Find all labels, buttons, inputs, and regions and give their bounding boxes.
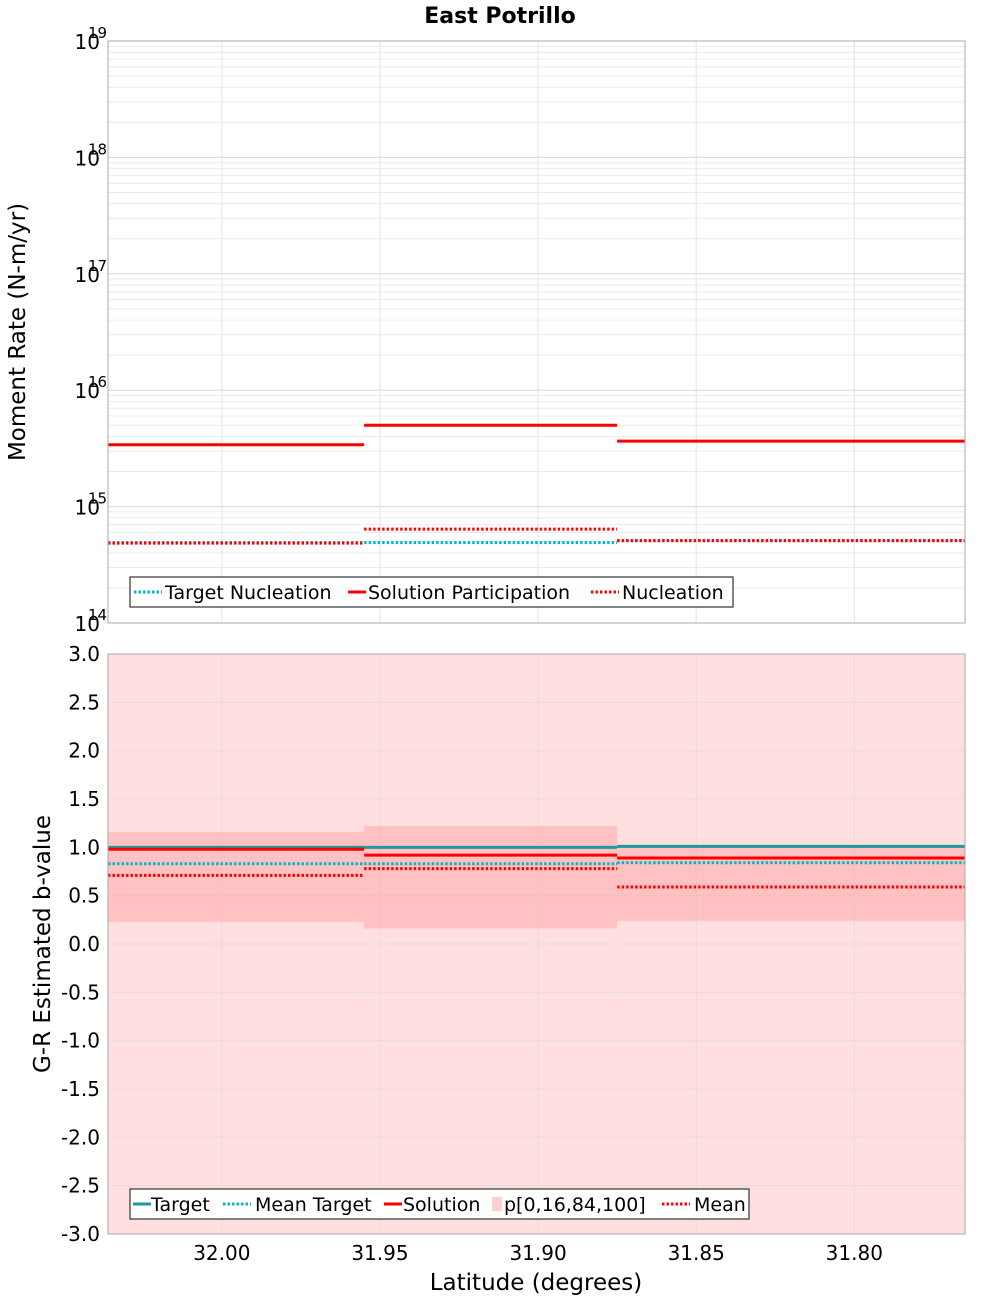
- bottom-ytick-label: -0.5: [61, 980, 100, 1004]
- x-axis-label: Latitude (degrees): [430, 1270, 643, 1296]
- chart-title: East Potrillo: [424, 4, 576, 29]
- bottom-ytick-label: -1.0: [61, 1029, 100, 1053]
- bottom-ytick-label: 0.0: [68, 932, 100, 956]
- bottom-xtick-label: 31.80: [826, 1241, 883, 1265]
- top-ytick-base: 10: [75, 146, 100, 170]
- top-legend-box: [129, 576, 734, 608]
- bottom-ytick-label: -3.0: [61, 1222, 100, 1246]
- top-ytick-base: 10: [75, 612, 100, 636]
- top-legend-label: Nucleation: [622, 582, 724, 604]
- top-ytick-base: 10: [75, 263, 100, 287]
- top-ytick-base: 10: [75, 30, 100, 54]
- bottom-series-solution: [108, 847, 965, 860]
- bottom-ytick-label: 0.5: [68, 884, 100, 908]
- bottom-series-mean-target: [108, 861, 965, 866]
- bottom-series-target: [108, 844, 965, 849]
- bottom-series-mean: [108, 867, 965, 889]
- bottom-legend-label: Mean Target: [255, 1194, 372, 1216]
- bottom-inner-band: [364, 826, 618, 929]
- bottom-y-axis-label: G-R Estimated b-value: [30, 815, 56, 1073]
- bottom-xtick-label: 31.90: [509, 1241, 566, 1265]
- bottom-ytick-label: 2.0: [68, 739, 100, 763]
- bottom-ytick-label: 1.5: [68, 787, 100, 811]
- bottom-xtick-label: 31.95: [351, 1241, 408, 1265]
- bottom-ytick-label: -1.5: [61, 1077, 100, 1101]
- top-ytick-base: 10: [75, 496, 100, 520]
- bottom-xtick-label: 32.00: [193, 1241, 250, 1265]
- bottom-legend-label: Mean: [694, 1194, 746, 1216]
- bottom-legend: Target Mean Target Solution p[0,16,84,100] M…: [129, 1188, 750, 1220]
- bottom-legend-label: Solution: [403, 1194, 480, 1216]
- top-legend-label: Solution Participation: [368, 582, 570, 604]
- top-ytick-exponent: 15: [88, 490, 107, 508]
- top-legend-label: Target Nucleation: [164, 582, 332, 604]
- bottom-legend-label: Target: [150, 1194, 210, 1216]
- bottom-legend-band-swatch: [492, 1197, 502, 1211]
- bottom-legend-label: p[0,16,84,100]: [504, 1194, 646, 1216]
- top-series-solution-participation: [108, 423, 965, 447]
- top-series-nucleation: [108, 527, 965, 545]
- top-ytick-exponent: 17: [88, 257, 107, 275]
- bottom-xtick-label: 31.85: [668, 1241, 725, 1265]
- top-ytick-exponent: 14: [88, 606, 107, 624]
- top-ytick-base: 10: [75, 379, 100, 403]
- top-ytick-exponent: 16: [88, 373, 107, 391]
- bottom-ytick-label: -2.5: [61, 1174, 100, 1198]
- bottom-ytick-label: 2.5: [68, 690, 100, 714]
- bottom-plot-frame: [107, 653, 966, 1235]
- top-ytick-exponent: 18: [88, 140, 107, 158]
- bottom-ytick-label: -2.0: [61, 1125, 100, 1149]
- top-plot-frame: [107, 40, 966, 624]
- top-legend: Target Nucleation Solution Participation N…: [129, 576, 734, 608]
- top-y-axis-label: Moment Rate (N-m/yr): [5, 203, 31, 461]
- top-ytick-exponent: 19: [88, 24, 107, 42]
- bottom-ytick-label: 3.0: [68, 642, 100, 666]
- top-plot-area: [108, 41, 965, 623]
- bottom-ytick-label: 1.0: [68, 835, 100, 859]
